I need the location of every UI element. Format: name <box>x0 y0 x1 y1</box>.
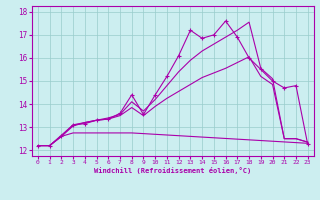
X-axis label: Windchill (Refroidissement éolien,°C): Windchill (Refroidissement éolien,°C) <box>94 167 252 174</box>
